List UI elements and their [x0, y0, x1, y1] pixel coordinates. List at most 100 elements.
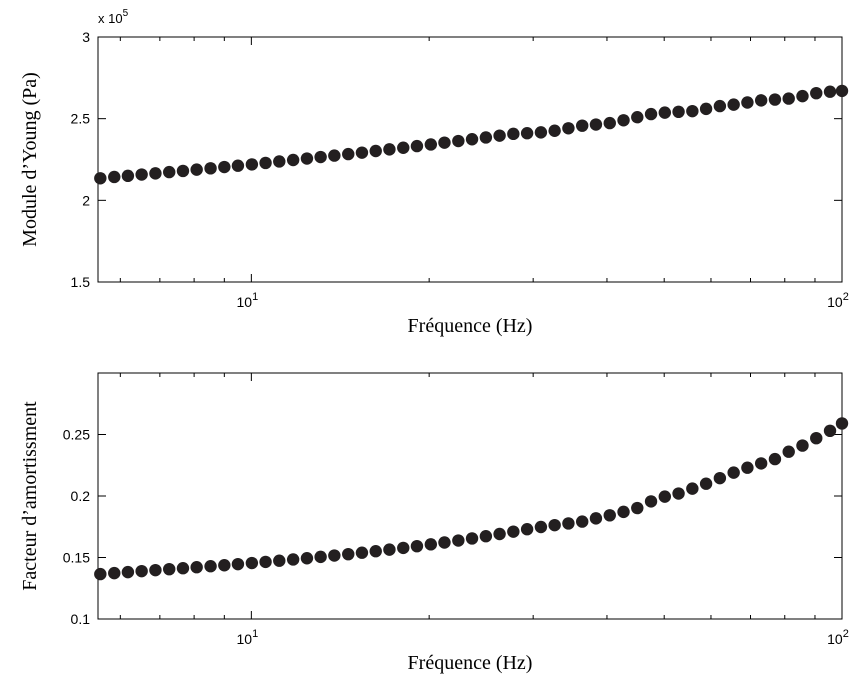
- data-point: [300, 552, 314, 565]
- data-point: [768, 93, 782, 106]
- data-point: [576, 119, 589, 132]
- data-point: [135, 564, 148, 578]
- data-point: [562, 517, 575, 530]
- data-point: [355, 146, 369, 159]
- data-point: [589, 512, 603, 525]
- y-tick-label: 0.2: [71, 488, 91, 504]
- x-tick-label: 102: [827, 628, 849, 647]
- x-axis-label: Fréquence (Hz): [408, 652, 533, 674]
- data-point: [589, 118, 603, 131]
- data-point: [218, 559, 231, 572]
- data-point: [534, 126, 548, 139]
- chart-2: 101 102 0.1 0.15 0.2 0.25 Fréquence (Hz) Facteu…: [19, 372, 849, 674]
- data-point: [713, 99, 727, 113]
- data-point: [782, 92, 795, 105]
- data-point: [121, 565, 135, 579]
- x-tick-label: 102: [827, 291, 849, 310]
- y-axis-label: Module d’Young (Pa): [19, 72, 41, 247]
- data-point: [768, 452, 782, 466]
- data-point: [410, 139, 424, 153]
- data-point: [190, 561, 203, 574]
- x-tick-label: 101: [237, 291, 259, 310]
- data-point: [658, 106, 672, 119]
- data-point: [121, 169, 135, 183]
- data-point: [245, 158, 259, 171]
- y-multiplier: x 105: [98, 8, 129, 26]
- data-point: [424, 538, 438, 551]
- data-point: [94, 567, 107, 581]
- data-point: [286, 553, 300, 566]
- data-point: [176, 164, 190, 178]
- data-point: [218, 160, 231, 174]
- data-point: [369, 144, 382, 158]
- data-point: [424, 138, 438, 151]
- data-point: [108, 170, 121, 184]
- data-point: [823, 424, 837, 438]
- data-point: [383, 143, 396, 156]
- data-point: [686, 482, 699, 495]
- data-point: [835, 417, 849, 430]
- data-point: [631, 501, 644, 515]
- data-point: [534, 520, 548, 534]
- data-point: [94, 172, 107, 185]
- data-point: [672, 487, 685, 500]
- data-point: [314, 550, 327, 564]
- data-point: [686, 104, 699, 118]
- data-point: [231, 557, 245, 571]
- data-point: [493, 129, 506, 142]
- data-point: [259, 555, 272, 569]
- data-point: [149, 167, 162, 180]
- data-point: [163, 165, 176, 179]
- data-point: [796, 89, 809, 103]
- data-point: [465, 532, 479, 545]
- y-tick-label: 0.25: [63, 427, 90, 443]
- data-point: [204, 560, 217, 573]
- y-tick-label: 1.5: [71, 274, 91, 290]
- data-point: [727, 98, 740, 111]
- data-point: [135, 168, 148, 181]
- y-tick-label: 0.1: [71, 611, 91, 627]
- data-point: [273, 155, 286, 168]
- y-tick-label: 2: [82, 192, 90, 208]
- data-point: [507, 127, 520, 141]
- data-point: [810, 431, 823, 445]
- data-point: [644, 495, 658, 508]
- data-point: [548, 518, 561, 532]
- data-point: [617, 505, 630, 519]
- data-point: [410, 539, 424, 553]
- data-point: [438, 136, 451, 149]
- data-point: [782, 445, 795, 458]
- data-point: [603, 509, 616, 522]
- data-point: [713, 471, 727, 485]
- plot-frame: [97, 36, 843, 283]
- data-point: [576, 515, 589, 528]
- y-tick-label: 2.5: [71, 111, 91, 127]
- data-point: [108, 566, 121, 580]
- data-point: [658, 490, 672, 503]
- data-point: [397, 141, 410, 154]
- data-point: [823, 85, 837, 98]
- data-point: [493, 527, 506, 541]
- data-point: [548, 124, 561, 137]
- y-axis-label: Facteur d’amortissment: [19, 401, 41, 591]
- data-point: [286, 153, 300, 167]
- data-point: [727, 466, 740, 479]
- data-point: [507, 525, 520, 538]
- data-point: [452, 534, 465, 547]
- data-point: [835, 84, 849, 98]
- data-point: [328, 149, 341, 162]
- data-point: [810, 86, 823, 100]
- x-axis-label: Fréquence (Hz): [408, 315, 533, 337]
- data-point: [699, 102, 713, 116]
- y-tick-label: 0.15: [63, 550, 90, 566]
- data-point: [438, 536, 451, 549]
- plot-frame: [97, 372, 843, 620]
- data-point: [259, 156, 272, 170]
- data-point: [176, 562, 190, 575]
- data-point: [520, 127, 534, 140]
- x-tick-label: 101: [237, 628, 259, 647]
- data-point: [204, 162, 217, 175]
- data-point: [631, 110, 644, 124]
- data-point: [452, 134, 465, 148]
